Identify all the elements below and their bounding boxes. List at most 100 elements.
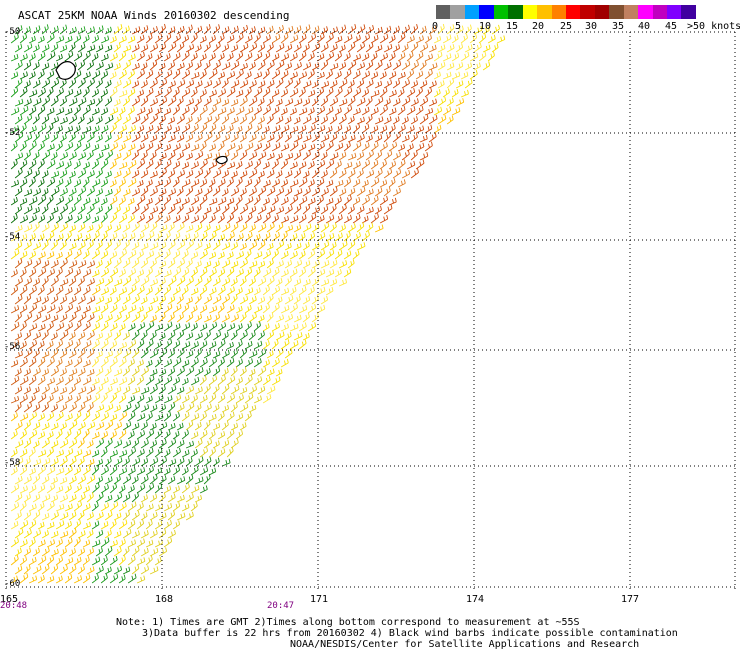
wind-barb — [320, 96, 329, 107]
wind-barb — [271, 69, 281, 80]
wind-barb — [248, 277, 256, 287]
wind-barb — [37, 521, 45, 530]
wind-barb — [320, 169, 328, 179]
wind-barb — [19, 520, 29, 530]
wind-barb — [203, 79, 213, 89]
wind-barb — [235, 215, 243, 224]
wind-barb — [154, 142, 163, 152]
wind-barb — [284, 242, 292, 251]
wind-barb — [82, 503, 91, 512]
wind-barb — [95, 188, 104, 197]
wind-barb — [46, 501, 55, 512]
colorbar-segment — [436, 5, 451, 19]
wind-barb — [221, 439, 230, 449]
wind-barb — [109, 160, 117, 170]
wind-barb — [284, 25, 294, 35]
wind-barb — [77, 204, 86, 215]
wind-barb — [10, 71, 19, 80]
wind-barb — [91, 556, 101, 566]
wind-barb — [109, 196, 118, 206]
wind-barb — [46, 123, 54, 134]
wind-barb — [181, 286, 189, 296]
colorbar-segment — [594, 5, 610, 19]
wind-barb — [73, 232, 83, 242]
wind-barb — [118, 449, 128, 458]
lat-label: -60 — [4, 579, 21, 589]
wind-barb — [428, 25, 437, 35]
wind-barb — [365, 114, 373, 125]
wind-barb — [172, 33, 181, 44]
wind-barb — [271, 303, 280, 314]
wind-barb — [172, 177, 180, 188]
wind-barb — [208, 357, 217, 368]
wind-barb — [181, 197, 190, 206]
wind-barb — [271, 106, 280, 116]
wind-barb — [113, 386, 122, 395]
wind-barb — [208, 287, 217, 296]
wind-barb — [325, 69, 333, 80]
wind-barb — [163, 269, 172, 278]
wind-barb — [235, 251, 245, 260]
wind-barb — [244, 304, 252, 314]
wind-barb — [140, 475, 149, 485]
wind-barb — [257, 116, 265, 125]
wind-barb — [50, 530, 59, 539]
wind-barb — [266, 169, 275, 179]
wind-barb — [64, 557, 74, 566]
note-line: NOAA/NESDIS/Center for Satellite Applica… — [290, 639, 640, 650]
wind-barb — [253, 267, 261, 278]
wind-barb — [46, 194, 54, 206]
wind-barb — [28, 303, 38, 314]
wind-barb — [446, 24, 455, 35]
wind-barb — [109, 87, 118, 98]
wind-barb — [23, 510, 32, 521]
wind-barb — [455, 62, 464, 71]
wind-barb — [217, 448, 226, 458]
wind-barb — [55, 575, 63, 584]
wind-barb — [442, 34, 452, 44]
wind-barb — [68, 527, 77, 539]
wind-barb — [73, 213, 83, 224]
wind-barb — [28, 575, 38, 584]
wind-barb — [437, 114, 447, 125]
wind-barb — [140, 457, 149, 467]
wind-barb — [248, 385, 258, 395]
wind-barb — [163, 249, 171, 260]
wind-barb — [235, 195, 243, 206]
wind-barb — [19, 539, 28, 548]
wind-barb — [163, 124, 172, 134]
wind-barb — [28, 357, 37, 368]
wind-barb — [203, 350, 211, 359]
wind-barb — [10, 375, 20, 386]
wind-barb — [194, 80, 203, 89]
wind-barb — [347, 152, 357, 161]
wind-barb — [28, 125, 37, 134]
wind-barb — [226, 446, 234, 458]
wind-barb — [185, 79, 195, 89]
wind-barb — [118, 35, 127, 44]
wind-barb — [275, 240, 285, 251]
wind-barb — [19, 357, 28, 368]
wind-barb — [383, 116, 392, 125]
wind-barb — [217, 52, 225, 62]
wind-barb — [154, 89, 163, 98]
wind-barb — [212, 133, 221, 143]
wind-barb — [388, 197, 397, 206]
wind-barb — [10, 483, 20, 494]
wind-barb — [122, 474, 132, 485]
wind-barb — [32, 222, 40, 233]
wind-barb — [14, 43, 23, 53]
wind-barb — [203, 61, 211, 71]
wind-barb — [370, 159, 379, 170]
wind-barb — [59, 476, 68, 485]
wind-barb — [73, 411, 82, 422]
wind-barb — [172, 160, 181, 170]
wind-barb — [316, 142, 325, 152]
wind-barb — [311, 205, 321, 215]
wind-barb — [73, 536, 81, 548]
wind-barb — [212, 277, 221, 287]
wind-barb — [122, 239, 130, 251]
wind-barb — [257, 26, 266, 35]
wind-barb — [19, 250, 28, 260]
wind-barb — [136, 250, 144, 260]
